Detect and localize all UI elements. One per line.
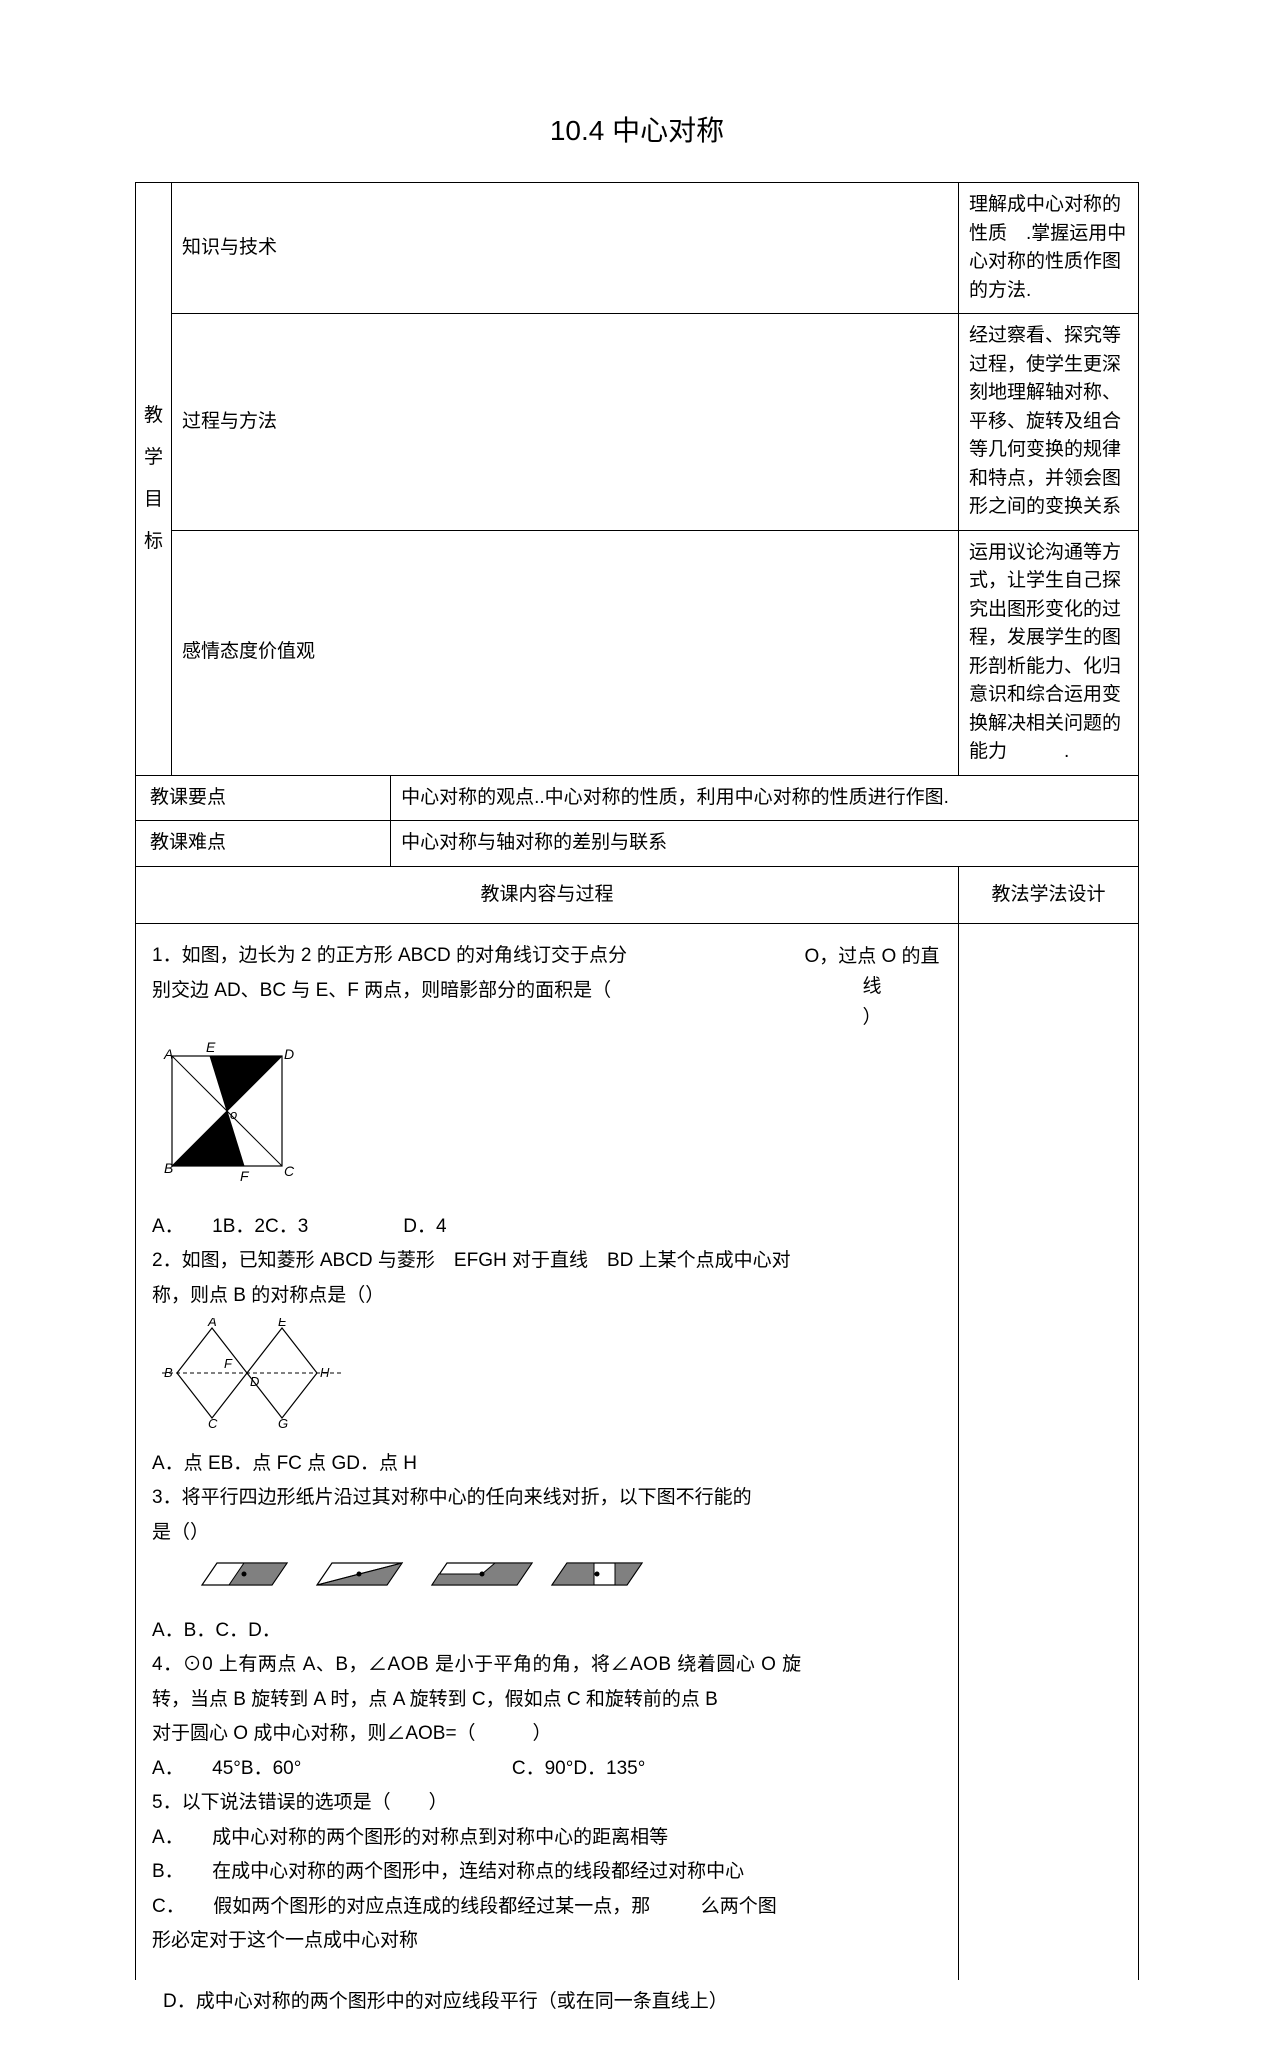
q3-l2: 是（） [152, 1519, 942, 1548]
lbl2-C: C [208, 1416, 218, 1428]
keypoints-label: 教课要点 [136, 775, 391, 821]
q1-options: A． 1B．2C．3 D．4 [152, 1213, 942, 1242]
lbl2-A: A [207, 1318, 217, 1329]
knowledge-text: 理解成中心对称的性质 .掌握运用中心对称的性质作图的方法. [959, 183, 1139, 314]
lbl-D: D [284, 1046, 294, 1062]
lbl2-F: F [224, 1356, 233, 1371]
difficulties-text: 中心对称与轴对称的差别与联系 [391, 821, 1139, 867]
q3-figure [152, 1555, 942, 1605]
lbl-A: A [163, 1046, 173, 1062]
q1-figure: A B C D E F o [152, 1041, 942, 1201]
knowledge-label: 知识与技术 [172, 183, 959, 314]
q5-d-overflow: D．成中心对称的两个图形中的对应线段平行（或在同一条直线上） [135, 1988, 1139, 2017]
q3-options: A．B．C．D． [152, 1617, 942, 1646]
q5-a: A． 成中心对称的两个图形的对称点到对称中心的距离相等 [152, 1824, 942, 1853]
q5-c: C． 假如两个图形的对应点连成的线段都经过某一点，那 么两个图 [152, 1893, 942, 1922]
q2-options: A．点 EB．点 FC 点 GD．点 H [152, 1450, 942, 1479]
lbl-E: E [206, 1041, 216, 1055]
q5-l1: 5．以下说法错误的选项是（ ） [152, 1789, 942, 1818]
q1-r3: ） [862, 1007, 881, 1028]
attitude-label: 感情态度价值观 [172, 530, 959, 775]
lbl-O: o [230, 1107, 237, 1122]
objectives-label: 教学目标 [136, 183, 172, 776]
design-header: 教法学法设计 [959, 866, 1139, 924]
lbl2-G: G [278, 1416, 288, 1428]
q4-options: A． 45°B．60° C．90°D．135° [152, 1755, 942, 1784]
keypoints-text: 中心对称的观点..中心对称的性质，利用中心对称的性质进行作图. [391, 775, 1139, 821]
q2-l1: 2．如图，已知菱形 ABCD 与菱形 EFGH 对于直线 BD 上某个点成中心对 [152, 1247, 942, 1276]
q4-opt-left: A． 45°B．60° [152, 1758, 301, 1779]
difficulties-label: 教课难点 [136, 821, 391, 867]
q5-c3: 形必定对于这个一点成中心对称 [152, 1927, 942, 1956]
q2-l2: 称，则点 B 的对称点是（） [152, 1282, 942, 1311]
q2-figure: A B C D E F G H [152, 1318, 942, 1438]
lbl2-E: E [278, 1318, 287, 1329]
lbl-C: C [284, 1163, 295, 1179]
q4-opt-right: C．90°D．135° [512, 1758, 645, 1779]
process-text: 经过察看、探究等过程，使学生更深刻地理解轴对称、平移、旋转及组合等几何变换的规律… [959, 314, 1139, 531]
q1-text: O，过点 O 的直 线 ） 1．如图，边长为 2 的正方形 ABCD 的对角线订… [152, 942, 942, 1033]
lesson-plan-table: 教学目标 知识与技术 理解成中心对称的性质 .掌握运用中心对称的性质作图的方法.… [135, 182, 1139, 1980]
content-header: 教课内容与过程 [136, 866, 959, 924]
page-title: 10.4 中心对称 [135, 110, 1139, 152]
q1-r2: 线 [862, 976, 881, 997]
lbl2-B: B [164, 1365, 173, 1380]
q5-b: B． 在成中心对称的两个图形中，连结对称点的线段都经过对称中心 [152, 1858, 942, 1887]
process-label: 过程与方法 [172, 314, 959, 531]
lbl2-H: H [320, 1365, 330, 1380]
lbl2-D: D [250, 1374, 259, 1389]
q5-c1: C． 假如两个图形的对应点连成的线段都经过某一点，那 [152, 1896, 650, 1917]
design-body [959, 924, 1139, 1980]
q4-l3: 对于圆心 O 成中心对称，则∠AOB=（ ） [152, 1720, 942, 1749]
lbl-F: F [240, 1168, 250, 1184]
q4-l1: 4．⊙0 上有两点 A、B，∠AOB 是小于平角的角，将∠AOB 绕着圆心 O … [152, 1651, 942, 1680]
attitude-text: 运用议论沟通等方式，让学生自己探究出图形变化的过程，发展学生的图形剖析能力、化归… [959, 530, 1139, 775]
content-body: O，过点 O 的直 线 ） 1．如图，边长为 2 的正方形 ABCD 的对角线订… [136, 924, 959, 1980]
q5-c2: 么两个图 [701, 1896, 777, 1917]
q3-l1: 3．将平行四边形纸片沿过其对称中心的任向来线对折，以下图不行能的 [152, 1484, 942, 1513]
lbl-B: B [164, 1160, 173, 1176]
q4-l2: 转，当点 B 旋转到 A 时，点 A 旋转到 C，假如点 C 和旋转前的点 B [152, 1686, 942, 1715]
q1-r1: O，过点 O 的直 [804, 946, 939, 967]
